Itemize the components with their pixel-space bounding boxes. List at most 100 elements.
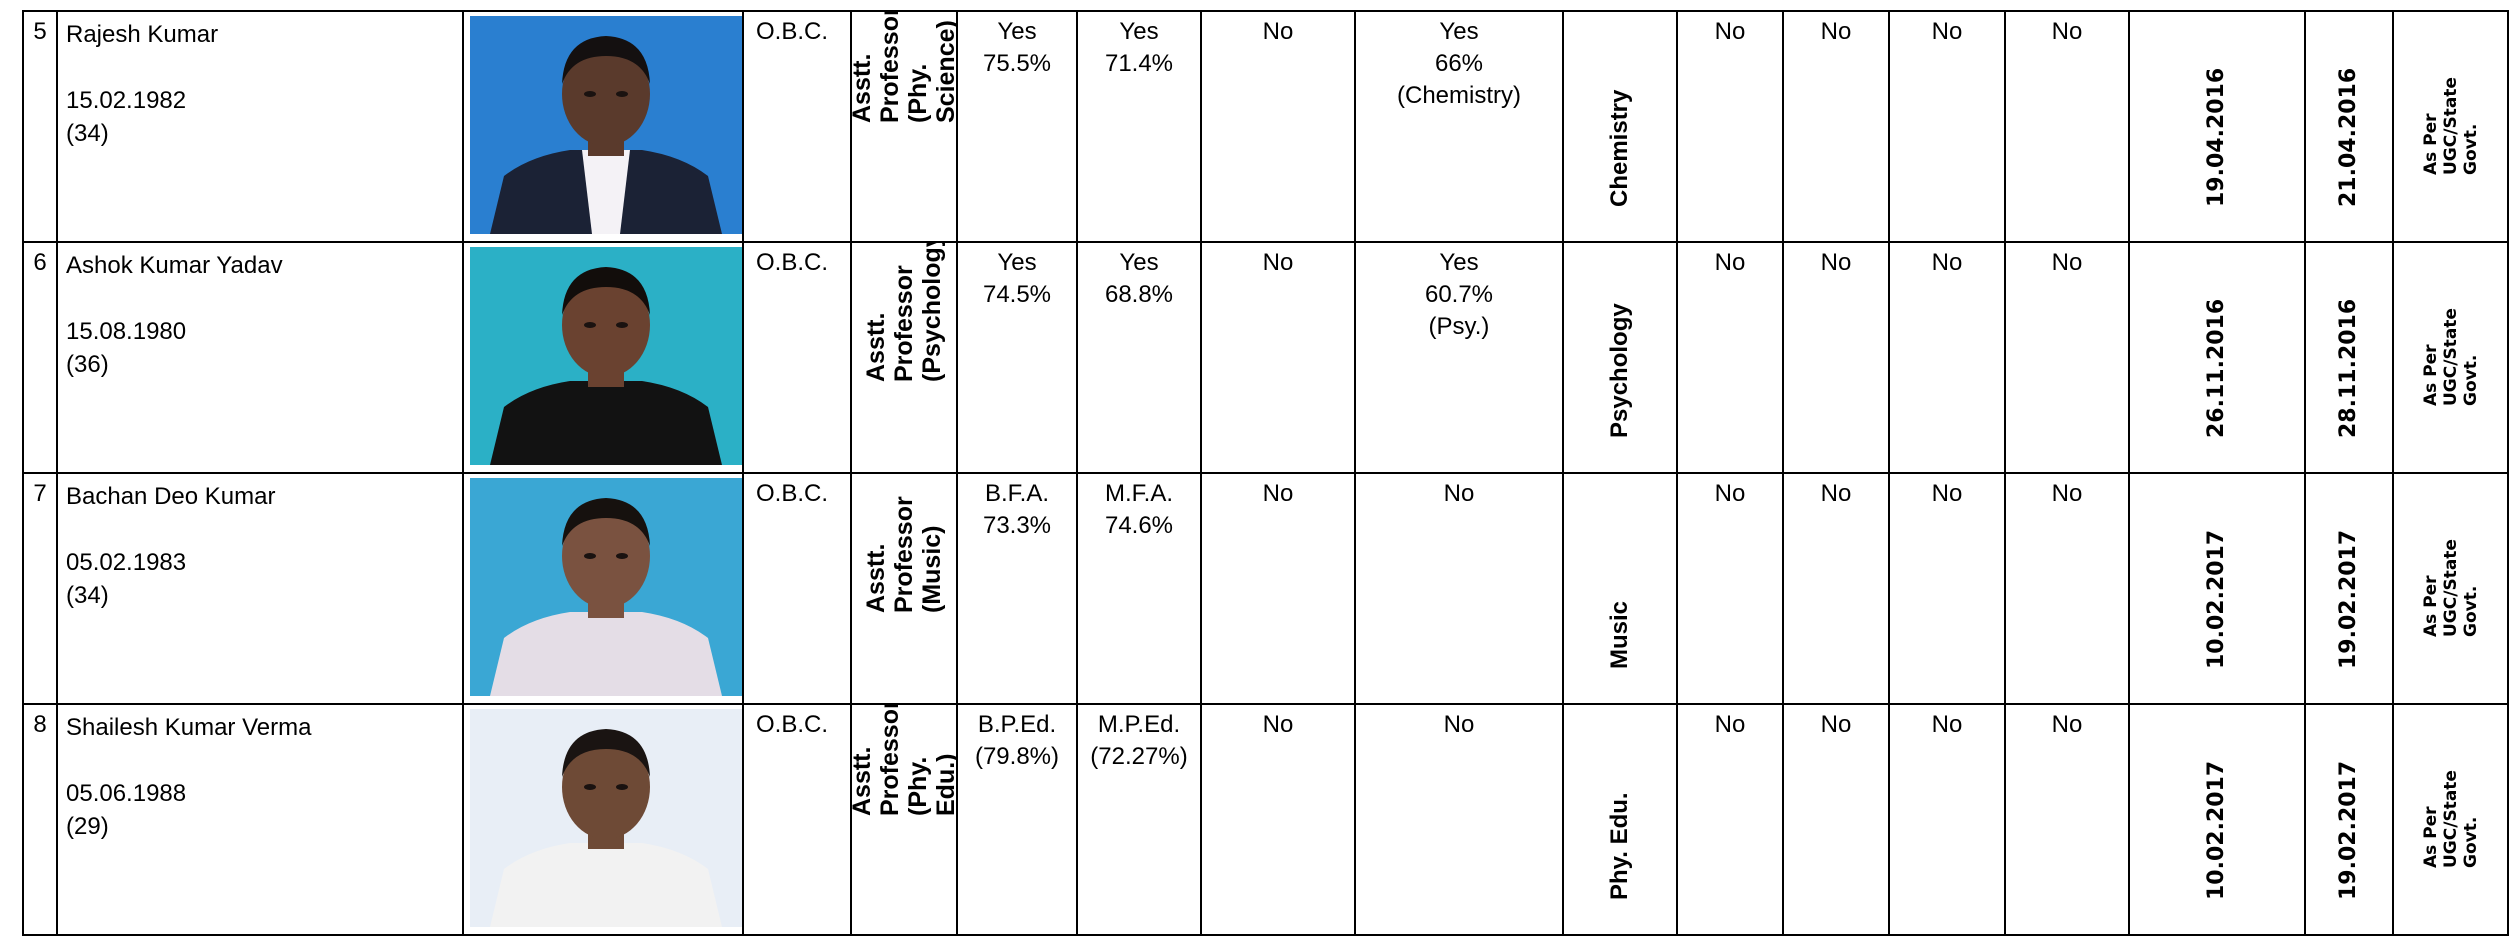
candidate-name: Rajesh Kumar bbox=[66, 21, 219, 48]
candidate-photo bbox=[470, 709, 741, 927]
criterion-6: No bbox=[2004, 703, 2130, 936]
criterion-3: No bbox=[1676, 472, 1784, 705]
post-cell: Asstt. Professor (Phy. Edu.) bbox=[850, 703, 958, 936]
pay-scale-cell: As Per UGC/State Govt. bbox=[2392, 703, 2509, 936]
criterion-5: No bbox=[1888, 10, 2006, 243]
date-of-birth: 05.02.1983 bbox=[66, 549, 187, 576]
candidate-info: Shailesh Kumar Verma 05.06.1988 (29) bbox=[56, 703, 464, 936]
criterion-4: No bbox=[1782, 241, 1890, 474]
subject: Music bbox=[1606, 600, 1633, 669]
date-2-cell: 21.04.2016 bbox=[2304, 10, 2394, 243]
date-2: 19.02.2017 bbox=[2336, 760, 2361, 900]
post-name: Asstt. Professor (Phy. Science) bbox=[851, 11, 957, 123]
pay-scale-cell: As Per UGC/State Govt. bbox=[2392, 10, 2509, 243]
subject-cell: Phy. Edu. bbox=[1562, 703, 1678, 936]
pg-marks: M.F.A. 74.6% bbox=[1076, 472, 1202, 705]
date-1-cell: 10.02.2017 bbox=[2128, 703, 2306, 936]
criterion-5: No bbox=[1888, 472, 2006, 705]
date-1: 10.02.2017 bbox=[2204, 529, 2229, 669]
date-1-cell: 10.02.2017 bbox=[2128, 472, 2306, 705]
photo-cell bbox=[462, 10, 744, 243]
candidate-photo bbox=[470, 478, 741, 696]
criterion-1: No bbox=[1200, 10, 1356, 243]
criterion-2: Yes 66% (Chemistry) bbox=[1354, 10, 1564, 243]
table-row: 6 Ashok Kumar Yadav 15.08.1980 (36) O.B.… bbox=[22, 241, 2509, 474]
criterion-2: No bbox=[1354, 703, 1564, 936]
age: (29) bbox=[66, 813, 109, 840]
pay-scale: As Per UGC/State Govt. bbox=[2420, 308, 2481, 406]
candidate-photo bbox=[470, 16, 741, 234]
criterion-6: No bbox=[2004, 10, 2130, 243]
date-2-cell: 28.11.2016 bbox=[2304, 241, 2394, 474]
post-name: Asstt. Professor (Phy. Edu.) bbox=[851, 704, 957, 816]
subject-cell: Psychology bbox=[1562, 241, 1678, 474]
subject: Chemistry bbox=[1606, 89, 1633, 207]
subject-cell: Chemistry bbox=[1562, 10, 1678, 243]
subject-cell: Music bbox=[1562, 472, 1678, 705]
age: (34) bbox=[66, 582, 109, 609]
date-2: 28.11.2016 bbox=[2336, 298, 2361, 438]
criterion-6: No bbox=[2004, 472, 2130, 705]
criterion-3: No bbox=[1676, 703, 1784, 936]
graduation-marks: Yes 75.5% bbox=[956, 10, 1078, 243]
post-cell: Asstt. Professor (Phy. Science) bbox=[850, 10, 958, 243]
date-2-cell: 19.02.2017 bbox=[2304, 472, 2394, 705]
subject: Phy. Edu. bbox=[1606, 792, 1633, 900]
criterion-3: No bbox=[1676, 10, 1784, 243]
photo-cell bbox=[462, 241, 744, 474]
criterion-1: No bbox=[1200, 241, 1356, 474]
date-2: 19.02.2017 bbox=[2336, 529, 2361, 669]
serial-number: 6 bbox=[22, 241, 58, 474]
date-1: 10.02.2017 bbox=[2204, 760, 2229, 900]
candidate-name: Shailesh Kumar Verma bbox=[66, 714, 312, 741]
date-1: 19.04.2016 bbox=[2204, 67, 2229, 207]
date-2-cell: 19.02.2017 bbox=[2304, 703, 2394, 936]
table-row: 7 Bachan Deo Kumar 05.02.1983 (34) O.B.C… bbox=[22, 472, 2509, 705]
criterion-4: No bbox=[1782, 703, 1890, 936]
age: (36) bbox=[66, 351, 109, 378]
date-1: 26.11.2016 bbox=[2204, 298, 2229, 438]
serial-number: 5 bbox=[22, 10, 58, 243]
pay-scale-cell: As Per UGC/State Govt. bbox=[2392, 241, 2509, 474]
criterion-4: No bbox=[1782, 10, 1890, 243]
category: O.B.C. bbox=[742, 10, 852, 243]
date-of-birth: 15.08.1980 bbox=[66, 318, 187, 345]
graduation-marks: B.F.A. 73.3% bbox=[956, 472, 1078, 705]
candidate-table: 5 Rajesh Kumar 15.02.1982 (34) O.B.C. As… bbox=[22, 10, 2509, 936]
candidate-info: Bachan Deo Kumar 05.02.1983 (34) bbox=[56, 472, 464, 705]
candidate-name: Bachan Deo Kumar bbox=[66, 483, 276, 510]
candidate-info: Rajesh Kumar 15.02.1982 (34) bbox=[56, 10, 464, 243]
post-name: Asstt. Professor (Music) bbox=[862, 496, 946, 613]
photo-cell bbox=[462, 703, 744, 936]
age: (34) bbox=[66, 120, 109, 147]
serial-number: 7 bbox=[22, 472, 58, 705]
pg-marks: Yes 68.8% bbox=[1076, 241, 1202, 474]
serial-number: 8 bbox=[22, 703, 58, 936]
category: O.B.C. bbox=[742, 472, 852, 705]
pg-marks: Yes 71.4% bbox=[1076, 10, 1202, 243]
subject: Psychology bbox=[1606, 303, 1633, 438]
date-of-birth: 15.02.1982 bbox=[66, 87, 187, 114]
pay-scale: As Per UGC/State Govt. bbox=[2420, 539, 2481, 637]
criterion-5: No bbox=[1888, 241, 2006, 474]
graduation-marks: B.P.Ed. (79.8%) bbox=[956, 703, 1078, 936]
date-1-cell: 26.11.2016 bbox=[2128, 241, 2306, 474]
post-cell: Asstt. Professor (Music) bbox=[850, 472, 958, 705]
criterion-1: No bbox=[1200, 472, 1356, 705]
pay-scale: As Per UGC/State Govt. bbox=[2420, 77, 2481, 175]
pay-scale: As Per UGC/State Govt. bbox=[2420, 770, 2481, 868]
criterion-2: No bbox=[1354, 472, 1564, 705]
candidate-photo bbox=[470, 247, 741, 465]
candidate-name: Ashok Kumar Yadav bbox=[66, 252, 283, 279]
date-of-birth: 05.06.1988 bbox=[66, 780, 187, 807]
pg-marks: M.P.Ed. (72.27%) bbox=[1076, 703, 1202, 936]
photo-cell bbox=[462, 472, 744, 705]
criterion-6: No bbox=[2004, 241, 2130, 474]
candidate-info: Ashok Kumar Yadav 15.08.1980 (36) bbox=[56, 241, 464, 474]
criterion-1: No bbox=[1200, 703, 1356, 936]
post-cell: Asstt. Professor (Psychology) bbox=[850, 241, 958, 474]
category: O.B.C. bbox=[742, 241, 852, 474]
date-1-cell: 19.04.2016 bbox=[2128, 10, 2306, 243]
criterion-5: No bbox=[1888, 703, 2006, 936]
category: O.B.C. bbox=[742, 703, 852, 936]
